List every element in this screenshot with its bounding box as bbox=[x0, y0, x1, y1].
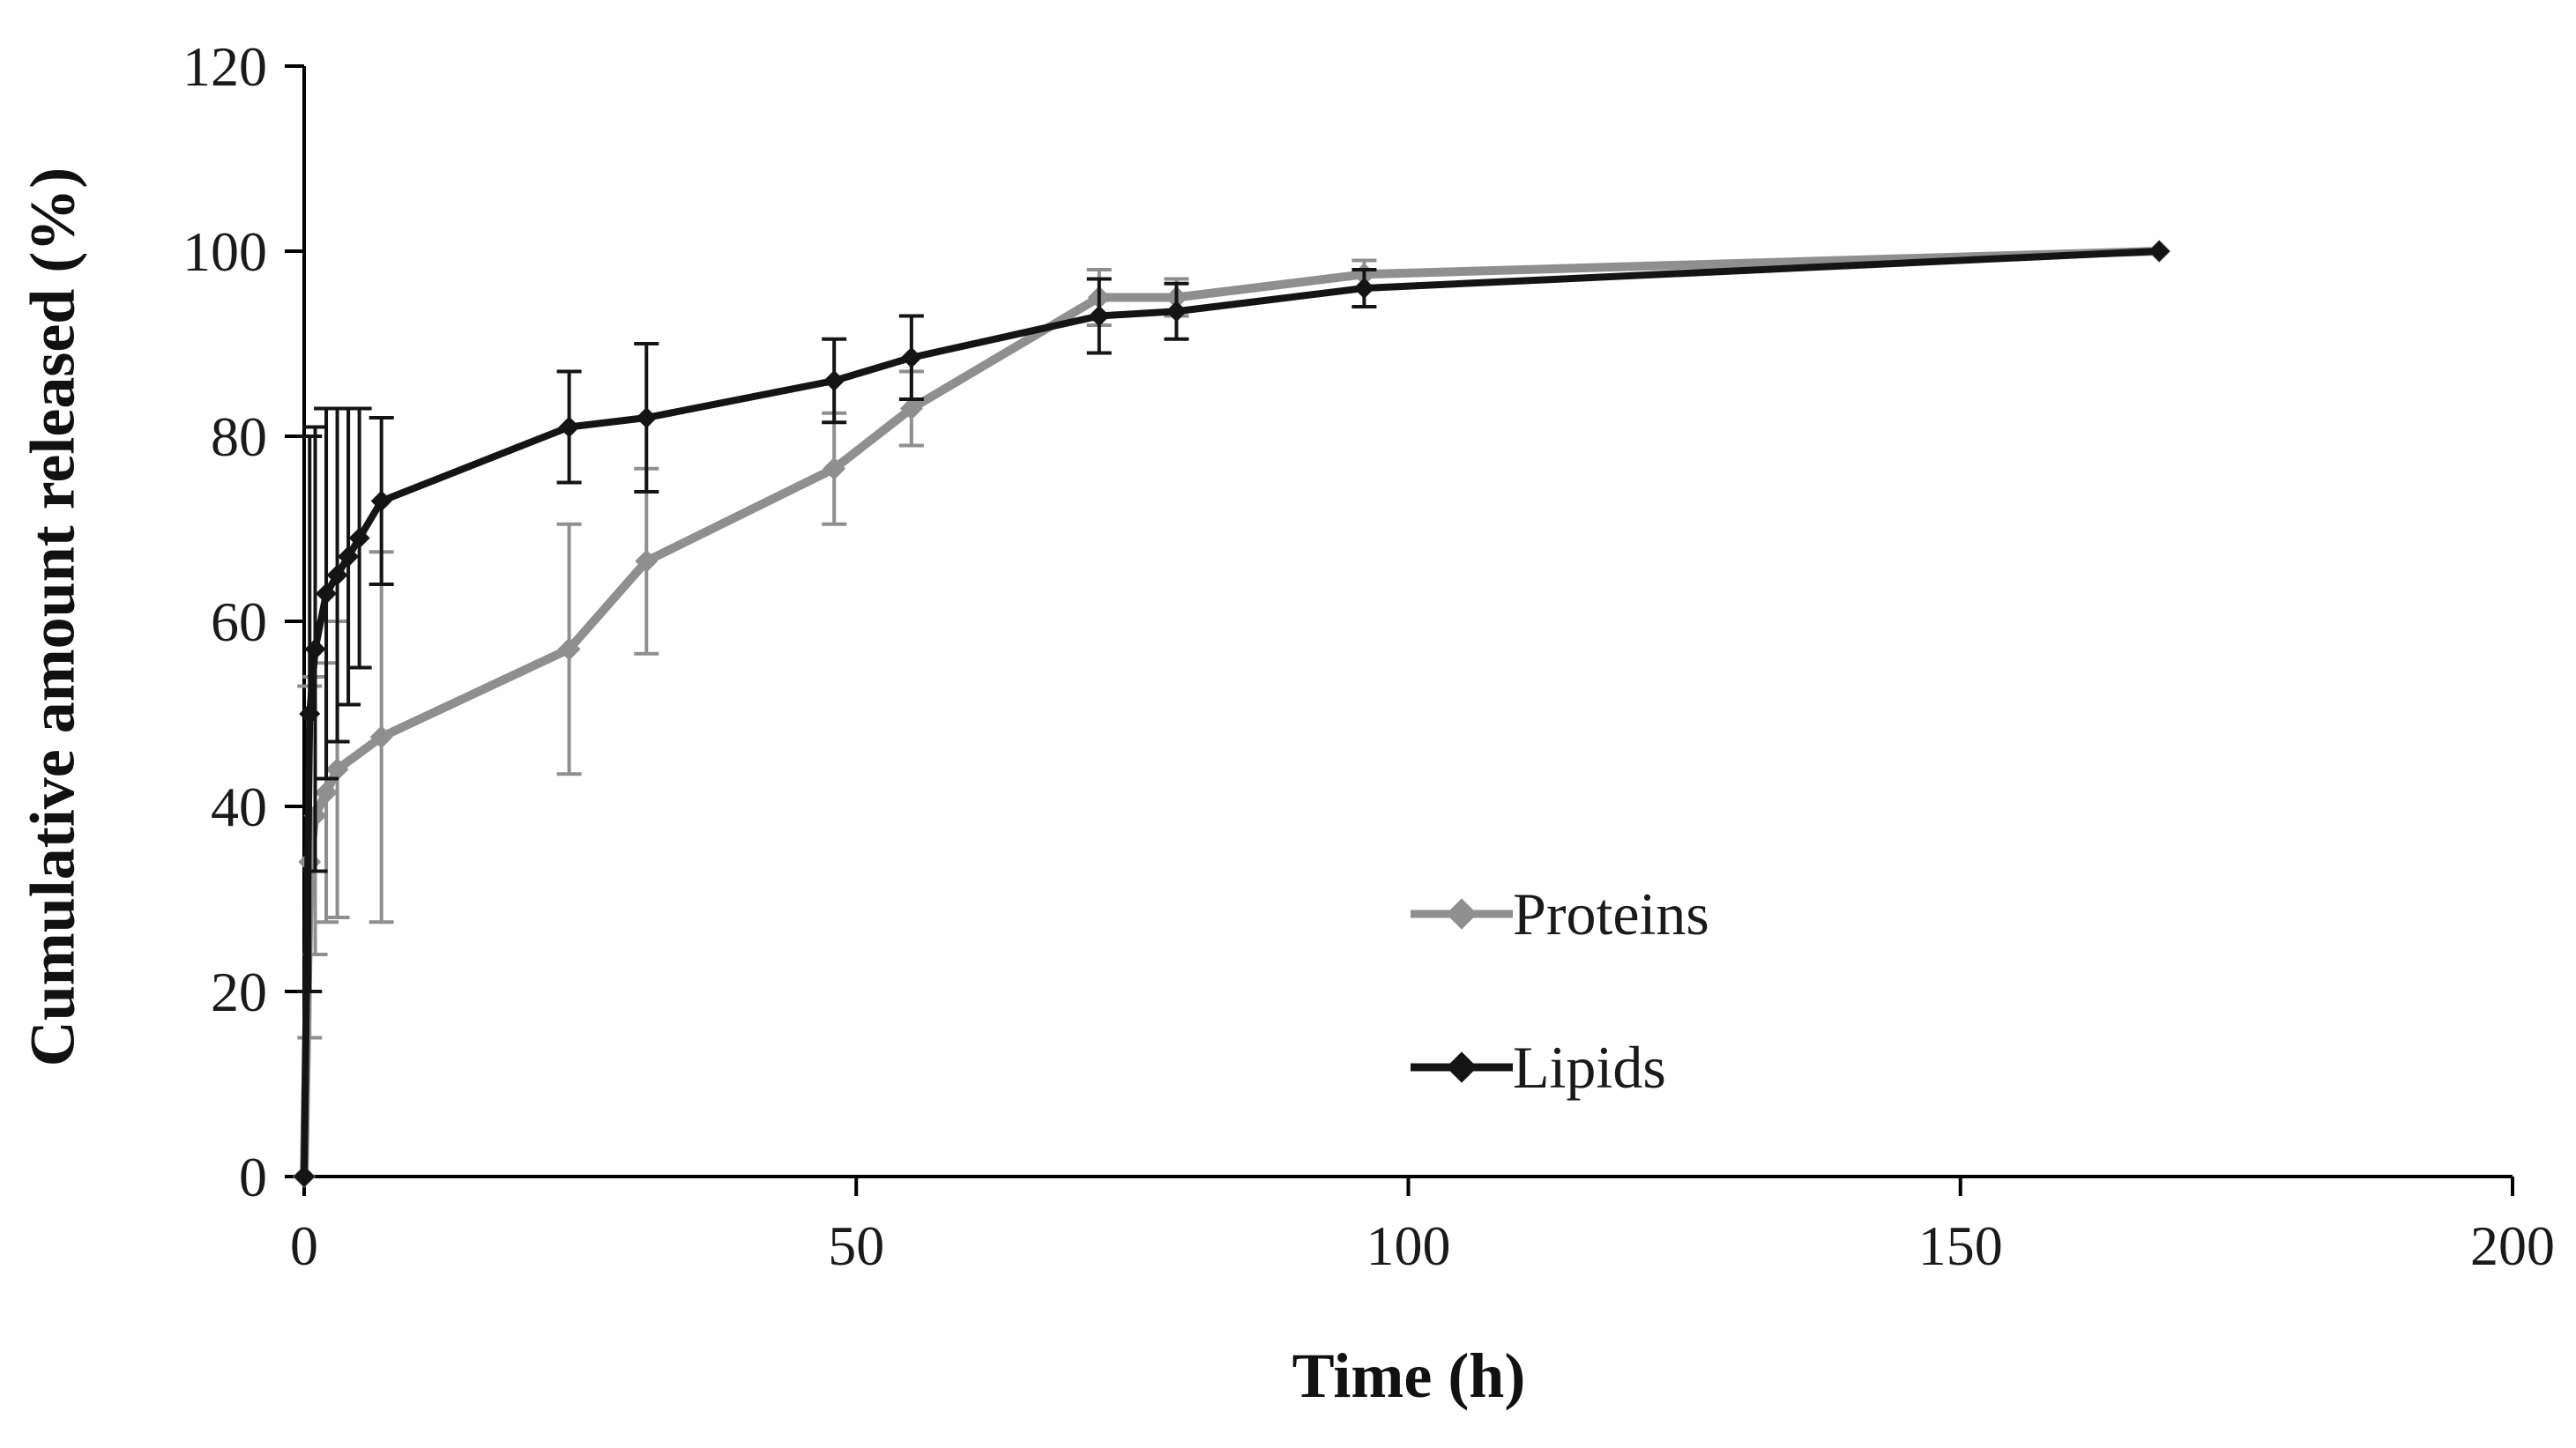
lipids-marker-icon bbox=[294, 1166, 315, 1187]
proteins-marker-icon bbox=[899, 397, 923, 420]
y-tick-label: 40 bbox=[211, 776, 267, 838]
proteins-marker-icon bbox=[369, 725, 393, 749]
x-tick-label: 150 bbox=[1918, 1214, 2003, 1277]
lipids-marker-icon bbox=[823, 370, 845, 391]
lipids-marker-icon bbox=[299, 703, 321, 724]
y-tick-label: 60 bbox=[211, 590, 267, 653]
lipids-marker-icon bbox=[1088, 305, 1110, 327]
x-tick-label: 100 bbox=[1366, 1214, 1451, 1277]
y-tick-label: 0 bbox=[239, 1146, 267, 1208]
proteins-marker-icon bbox=[635, 549, 659, 573]
legend-item-proteins: Proteins bbox=[1411, 878, 1709, 950]
lipids-legend-diamond-icon bbox=[1446, 1051, 1478, 1083]
proteins-marker-icon bbox=[557, 637, 581, 661]
y-tick-label: 20 bbox=[211, 961, 267, 1023]
proteins-legend-label: Proteins bbox=[1513, 880, 1709, 947]
lipids-marker-icon bbox=[2148, 241, 2170, 262]
lipids-marker-icon bbox=[370, 490, 392, 512]
proteins-legend-diamond-icon bbox=[1446, 898, 1478, 930]
y-axis-title: Cumulative amount released (%) bbox=[17, 167, 88, 1067]
axes bbox=[302, 66, 2513, 1178]
lipids-marker-icon bbox=[316, 583, 338, 605]
lipids-marker-icon bbox=[338, 546, 360, 568]
lipids-legend-marker-icon bbox=[1411, 1051, 1513, 1083]
y-tick-label: 80 bbox=[211, 405, 267, 468]
lipids-line bbox=[301, 248, 2163, 1180]
lipids-marker-icon bbox=[900, 346, 922, 368]
proteins-series bbox=[293, 240, 2171, 1188]
proteins-legend-marker-icon bbox=[1411, 898, 1513, 930]
lipids-marker-icon bbox=[326, 564, 348, 586]
lipids-marker-icon bbox=[636, 407, 658, 428]
x-tick-label: 50 bbox=[828, 1214, 884, 1277]
lipids-marker-icon bbox=[1353, 278, 1375, 299]
lipids-marker-icon bbox=[348, 527, 370, 549]
legend: Proteins Lipids bbox=[1411, 878, 1709, 1103]
x-tick-label: 200 bbox=[2470, 1214, 2555, 1277]
lipids-legend-label: Lipids bbox=[1513, 1034, 1666, 1101]
lipids-marker-icon bbox=[558, 416, 580, 438]
proteins-line bbox=[300, 247, 2164, 1181]
proteins-marker-icon bbox=[823, 457, 846, 480]
proteins-marker-icon bbox=[315, 781, 339, 805]
lipids-marker-icon bbox=[304, 638, 326, 660]
proteins-marker-icon bbox=[325, 758, 349, 781]
legend-item-lipids: Lipids bbox=[1411, 1031, 1709, 1103]
y-tick-label: 100 bbox=[182, 220, 267, 283]
y-tick-label: 120 bbox=[182, 35, 267, 98]
x-axis-title: Time (h) bbox=[1292, 1340, 1526, 1411]
x-tick-label: 0 bbox=[290, 1214, 318, 1277]
lipids-series bbox=[294, 241, 2170, 1187]
lipids-marker-icon bbox=[1165, 301, 1187, 323]
